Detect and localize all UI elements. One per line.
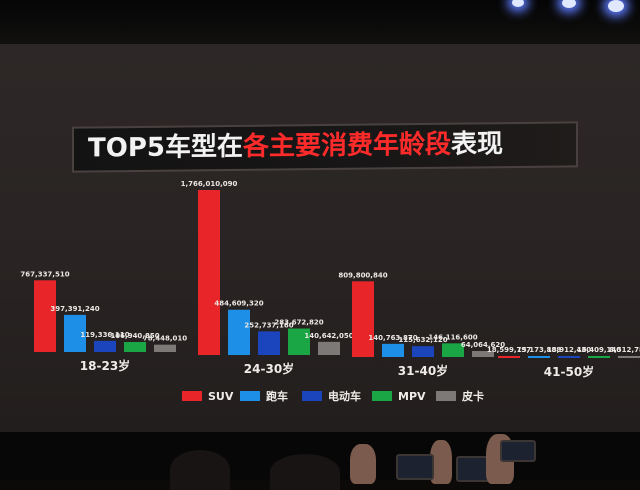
audience-head — [170, 450, 230, 490]
bar-电动车-41-50岁 — [558, 356, 580, 358]
data-label: 16,409,140 — [577, 346, 621, 354]
bar-跑车-18-23岁 — [64, 314, 86, 352]
audience-head — [270, 454, 340, 490]
bar-MPV-31-40岁 — [442, 343, 464, 357]
audience-hand — [350, 444, 376, 484]
data-label: 252,737,160 — [244, 321, 293, 329]
data-label: 146,116,600 — [428, 333, 477, 341]
data-label: 767,337,510 — [20, 270, 69, 278]
legend-label: MPV — [398, 390, 426, 403]
bar-皮卡-41-50岁 — [618, 356, 640, 358]
bar-SUV-18-23岁 — [34, 280, 56, 352]
legend-label: 跑车 — [266, 389, 288, 403]
bar-SUV-41-50岁 — [498, 356, 520, 358]
audience-phone — [396, 454, 434, 480]
category-label: 31-40岁 — [398, 363, 448, 378]
ceiling — [0, 0, 640, 48]
audience-hand — [430, 440, 452, 484]
bar-皮卡-24-30岁 — [318, 341, 340, 355]
stage-light-3 — [608, 0, 624, 12]
legend-swatch-电动车 — [302, 391, 322, 401]
legend-label: SUV — [208, 390, 234, 403]
legend-swatch-跑车 — [240, 391, 260, 401]
data-label: 18,912,430 — [547, 346, 591, 354]
audience — [0, 432, 640, 490]
bar-chart: 767,337,510 397,391,240 119,336,110106,940… — [20, 180, 640, 403]
data-label: 140,642,050 — [304, 332, 353, 340]
data-label: 809,800,840 — [338, 271, 387, 279]
bar-电动车-31-40岁 — [412, 346, 434, 357]
data-label: 115,632,120 — [398, 336, 447, 344]
data-label: 1,766,010,090 — [181, 180, 238, 188]
stage-light-2 — [562, 0, 576, 8]
data-label: 64,064,620 — [461, 341, 505, 349]
data-label: 18,599,797 — [487, 346, 531, 354]
data-label: 397,391,240 — [50, 305, 99, 313]
data-label: 119,336,110 — [80, 331, 129, 339]
bar-MPV-24-30岁 — [288, 328, 310, 355]
bar-跑车-31-40岁 — [382, 343, 404, 357]
legend-label: 皮卡 — [461, 389, 484, 403]
bar-跑车-41-50岁 — [528, 356, 550, 358]
data-label: 140,763,870 — [368, 334, 417, 342]
data-label: 78,448,010 — [143, 335, 187, 343]
legend-label: 电动车 — [328, 389, 361, 403]
bar-MPV-18-23岁 — [124, 342, 146, 352]
bar-SUV-24-30岁 — [198, 190, 220, 355]
bar-皮卡-31-40岁 — [472, 351, 494, 357]
bar-电动车-24-30岁 — [258, 331, 280, 355]
bar-跑车-24-30岁 — [228, 309, 250, 355]
bar-皮卡-18-23岁 — [154, 344, 176, 352]
legend-swatch-皮卡 — [436, 391, 456, 401]
bar-电动车-18-23岁 — [94, 340, 116, 352]
projection-screen — [0, 44, 640, 436]
data-label: 106,940,850 — [110, 332, 159, 340]
legend-swatch-MPV — [372, 391, 392, 401]
audience-phone — [500, 440, 536, 462]
legend-swatch-SUV — [182, 391, 202, 401]
stage-light-1 — [512, 0, 524, 7]
bar-MPV-41-50岁 — [588, 356, 610, 358]
bar-SUV-31-40岁 — [352, 281, 374, 357]
data-label: 8,512,780 — [609, 346, 640, 354]
category-label: 24-30岁 — [244, 361, 294, 376]
data-label: 283,672,820 — [274, 318, 323, 326]
data-label: 15,173,888 — [517, 346, 561, 354]
category-label: 41-50岁 — [544, 364, 594, 379]
data-label: 484,609,320 — [214, 300, 263, 308]
category-label: 18-23岁 — [80, 358, 130, 373]
